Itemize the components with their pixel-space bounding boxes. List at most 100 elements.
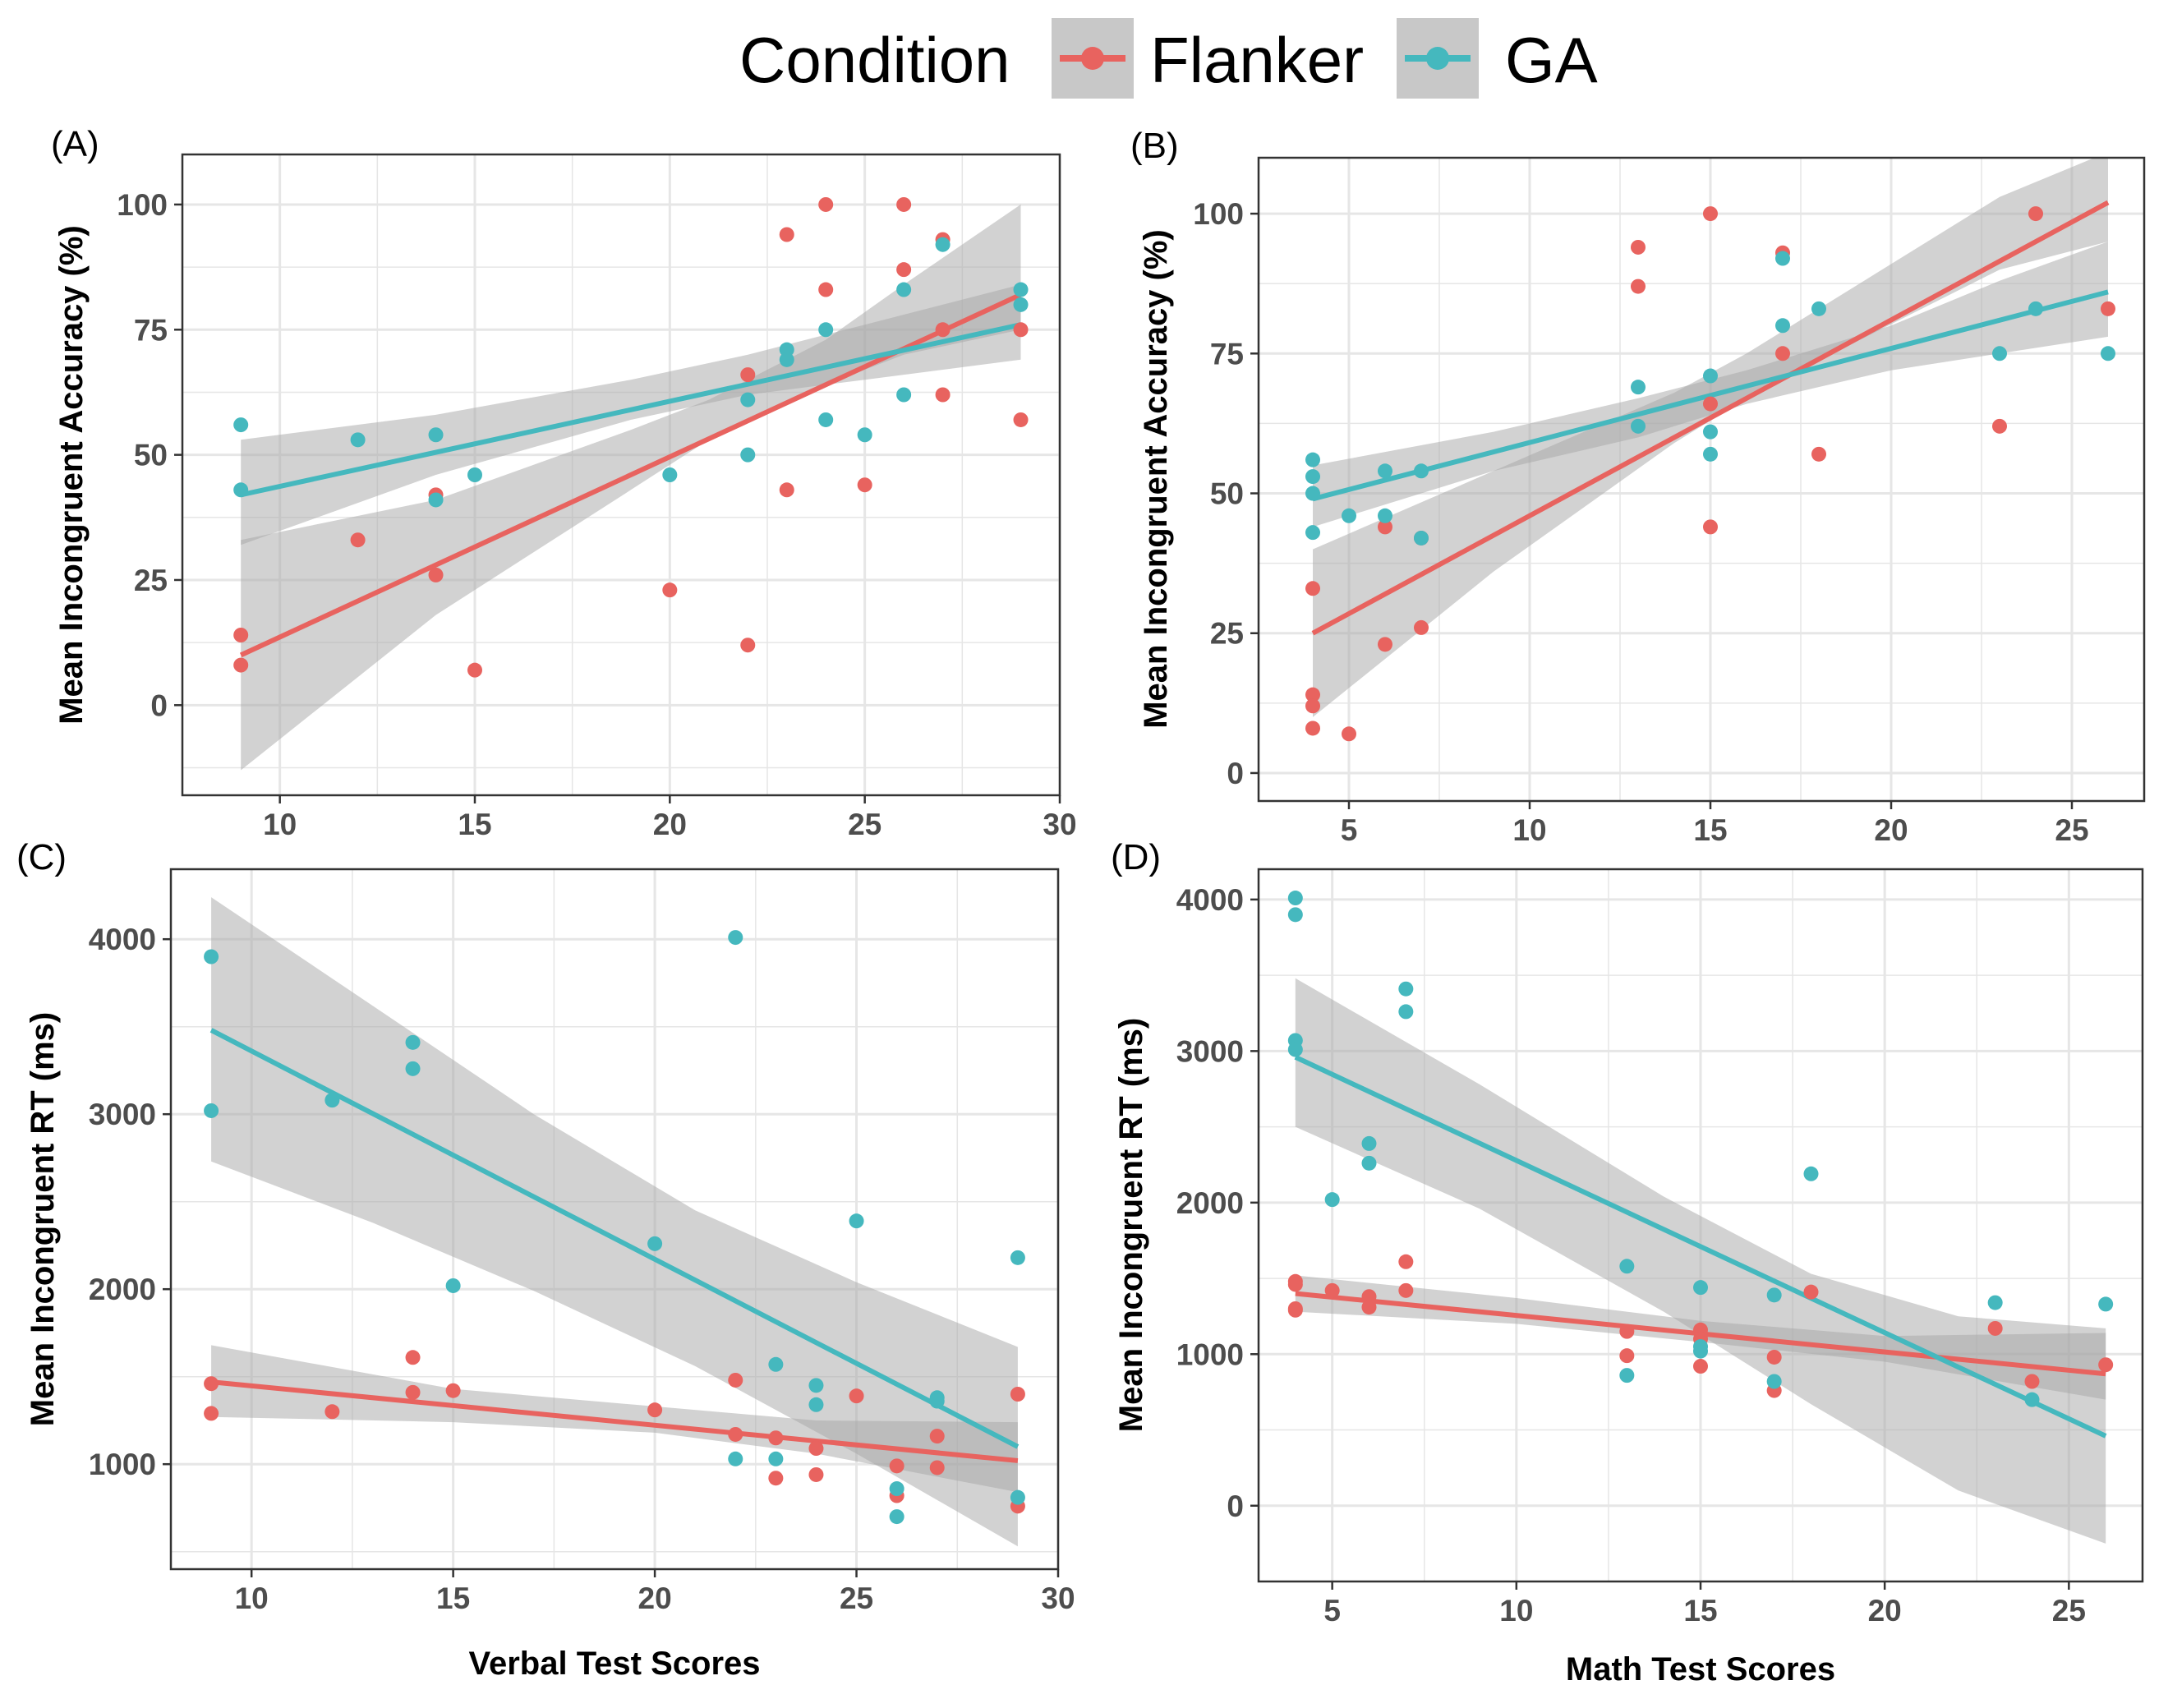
y-tick-label: 3000 xyxy=(1176,1034,1244,1068)
data-point-ga xyxy=(1766,1287,1782,1303)
x-tick-label: 15 xyxy=(1693,813,1727,847)
data-point-ga xyxy=(728,1451,743,1466)
data-point-flanker xyxy=(1992,418,2007,434)
data-point-ga xyxy=(1305,525,1320,541)
data-point-flanker xyxy=(740,367,756,383)
y-tick-label: 50 xyxy=(1210,477,1244,511)
data-point-flanker xyxy=(740,638,756,653)
data-point-flanker xyxy=(896,262,912,278)
data-point-ga xyxy=(428,427,444,443)
data-point-ga xyxy=(1287,907,1303,923)
legend-title: Condition xyxy=(739,24,1010,96)
legend-label-ga: GA xyxy=(1505,24,1598,96)
data-point-ga xyxy=(233,417,249,433)
data-point-flanker xyxy=(405,1350,421,1365)
panel-b-border xyxy=(1257,156,2146,803)
panel-b-plot-area xyxy=(1305,158,2115,742)
y-tick-label: 2000 xyxy=(1176,1186,1244,1220)
x-tick-label: 30 xyxy=(1041,1581,1075,1615)
data-point-ga xyxy=(2101,346,2115,361)
data-point-flanker xyxy=(1287,1277,1303,1292)
data-point-flanker xyxy=(1287,1302,1303,1318)
data-point-flanker xyxy=(1619,1348,1635,1364)
data-point-ga xyxy=(1619,1259,1635,1274)
data-point-ga xyxy=(1398,981,1414,997)
data-point-flanker xyxy=(1811,446,1826,462)
data-point-flanker xyxy=(1305,720,1320,736)
panel-d: 5 10 15 20 25 0 1000 2000 3000 4000 (D) Mean Incong… xyxy=(1111,837,2144,1687)
data-point-flanker xyxy=(350,532,366,548)
data-point-ga xyxy=(1693,1343,1708,1359)
y-tick-label: 1000 xyxy=(1176,1337,1244,1371)
data-point-ga xyxy=(1305,452,1320,467)
data-point-ga xyxy=(779,352,794,367)
x-tick-label: 10 xyxy=(1499,1594,1533,1627)
data-point-flanker xyxy=(1703,206,1718,222)
panel-c-plot-area xyxy=(204,897,1025,1547)
data-point-ga xyxy=(445,1278,461,1293)
x-tick-label: 5 xyxy=(1341,813,1358,847)
data-point-ga xyxy=(1378,508,1392,523)
data-point-ga xyxy=(818,412,834,427)
data-point-flanker xyxy=(233,628,249,642)
data-point-ga xyxy=(1811,301,1826,316)
data-point-flanker xyxy=(728,1372,743,1388)
data-point-ga xyxy=(1010,1250,1025,1265)
data-point-ga xyxy=(1775,251,1790,266)
data-point-ga xyxy=(1398,1004,1414,1020)
legend-key-flanker-dot xyxy=(1081,47,1104,70)
data-point-flanker xyxy=(1013,322,1029,338)
data-point-ga xyxy=(728,930,743,946)
regression-line-ga xyxy=(209,1028,1020,1449)
y-tick-label: 0 xyxy=(1227,757,1244,790)
data-point-ga xyxy=(1992,346,2007,361)
data-point-ga xyxy=(896,282,912,297)
y-tick-label: 100 xyxy=(1193,197,1244,231)
y-tick-label: 1000 xyxy=(89,1448,156,1481)
y-axis-title: Mean Incongruent RT (ms) xyxy=(1113,1018,1149,1432)
y-tick-label: 2000 xyxy=(89,1273,156,1306)
panel-a-plot-area xyxy=(233,196,1029,771)
data-point-ga xyxy=(405,1061,421,1076)
data-point-ga xyxy=(1703,424,1718,440)
data-point-flanker xyxy=(1361,1289,1377,1305)
data-point-flanker xyxy=(808,1441,824,1457)
data-point-ga xyxy=(935,237,951,252)
data-point-flanker xyxy=(1631,279,1646,294)
panel-c-axes: 10 15 20 25 30 1000 2000 3000 4000 xyxy=(89,923,1075,1615)
data-point-flanker xyxy=(1703,396,1718,412)
data-point-flanker xyxy=(818,196,834,212)
data-point-ga xyxy=(1287,1042,1303,1057)
data-point-flanker xyxy=(768,1471,784,1486)
data-point-flanker xyxy=(935,387,951,403)
panel-a-border xyxy=(181,153,1061,797)
data-point-ga xyxy=(2098,1296,2114,1312)
data-point-ga xyxy=(1305,469,1320,485)
data-point-ga xyxy=(1013,282,1029,297)
panel-c-border xyxy=(169,868,1060,1571)
data-point-flanker xyxy=(2098,1357,2114,1373)
y-axis-title: Mean Incongruent Accuracy (%) xyxy=(1138,229,1174,729)
confidence-band-ga xyxy=(1313,242,2108,527)
data-point-ga xyxy=(405,1034,421,1050)
x-tick-label: 10 xyxy=(263,808,297,841)
regression-line-flanker xyxy=(1311,200,2110,636)
data-point-ga xyxy=(1324,1192,1340,1208)
data-point-ga xyxy=(768,1356,784,1372)
data-point-flanker xyxy=(467,662,482,678)
x-tick-label: 15 xyxy=(1683,1594,1717,1627)
data-point-flanker xyxy=(428,567,444,582)
data-point-ga xyxy=(889,1481,904,1497)
data-point-ga xyxy=(740,392,756,407)
regression-line-flanker xyxy=(210,1379,1019,1463)
regression-line-ga xyxy=(1294,1055,2107,1439)
data-point-ga xyxy=(768,1451,784,1466)
x-axis-title: Verbal Test Scores xyxy=(469,1646,761,1682)
data-point-flanker xyxy=(1305,687,1320,702)
data-point-ga xyxy=(1414,463,1429,479)
data-point-ga xyxy=(1703,446,1718,462)
data-point-flanker xyxy=(929,1429,945,1444)
data-point-flanker xyxy=(445,1383,461,1398)
data-point-flanker xyxy=(1414,619,1429,635)
data-point-ga xyxy=(889,1509,904,1525)
